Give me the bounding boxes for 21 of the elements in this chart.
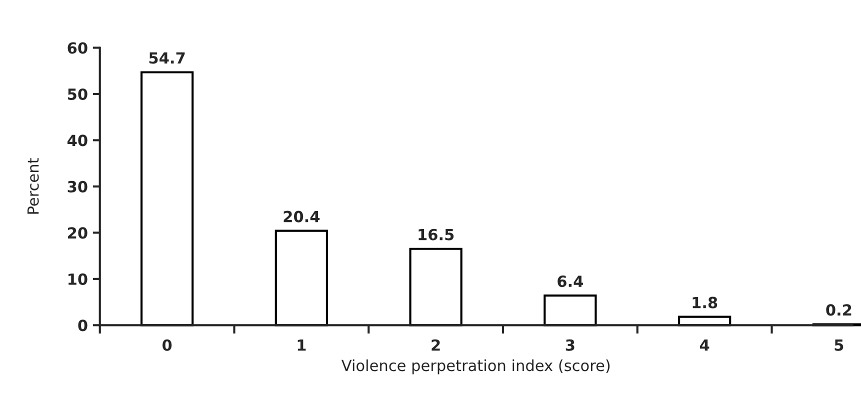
y-tick-label: 40 — [68, 134, 88, 146]
y-tick-label: 0 — [78, 320, 88, 332]
y-tick-label: 60 — [68, 42, 88, 54]
data-label: 20.4 — [284, 210, 320, 222]
y-tick-label: 30 — [68, 180, 88, 192]
x-tick-label: 5 — [834, 340, 844, 351]
y-tick-label: 20 — [68, 227, 88, 239]
data-label: 16.5 — [418, 228, 454, 240]
y-tick-label: 10 — [68, 273, 88, 285]
data-label: 1.8 — [692, 296, 718, 308]
x-axis-title: Violence perpetration index (score) — [341, 359, 610, 374]
data-label: 6.4 — [558, 276, 584, 288]
x-tick-label: 2 — [432, 339, 440, 351]
y-tick-label: 50 — [68, 88, 88, 100]
x-tick-label: 4 — [700, 340, 710, 351]
data-label: 54.7 — [149, 52, 185, 64]
data-label: 0.2 — [826, 304, 852, 316]
x-tick-label: 3 — [566, 339, 574, 351]
y-axis-title: Percent — [27, 158, 39, 214]
x-tick-label: 1 — [298, 340, 306, 351]
x-tick-label: 0 — [162, 339, 172, 351]
